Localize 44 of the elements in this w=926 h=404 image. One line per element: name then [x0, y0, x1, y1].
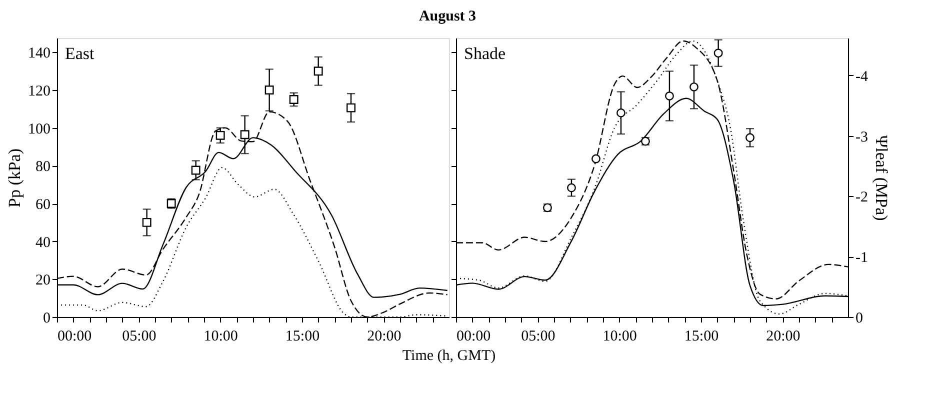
x-tick-label: 10:00	[204, 328, 238, 344]
text: -2	[856, 190, 868, 206]
point	[314, 66, 323, 76]
y-tick-label: 0	[43, 310, 50, 326]
point	[264, 86, 274, 94]
y-tick-label: 20	[36, 272, 50, 289]
annotation: East	[65, 44, 95, 63]
text: 0	[856, 310, 863, 326]
point	[216, 130, 225, 140]
x-tick-label: 15:00	[285, 328, 320, 344]
x-tick-label: 20:00	[367, 328, 402, 344]
point	[665, 92, 674, 100]
y-tick-label: 60	[36, 197, 50, 214]
y2-axis-title: Ψleaf (MPa)	[872, 135, 891, 221]
x-tick-label: 10:00	[602, 328, 637, 344]
point	[714, 48, 723, 58]
y-axis-title: Pp (kPa)	[5, 148, 24, 208]
x-tick-label: 05:00	[521, 328, 556, 344]
x-tick-label: 15:00	[684, 328, 719, 344]
point	[240, 130, 250, 140]
point	[567, 183, 576, 192]
x-tick-label: 00:00	[456, 328, 491, 344]
y-tick-label: 140	[28, 46, 50, 62]
point	[746, 133, 754, 142]
text: -1	[856, 250, 868, 266]
point	[346, 103, 356, 112]
annotation: Shade	[464, 44, 506, 63]
point	[616, 108, 626, 118]
y-tick-label: 40	[36, 234, 50, 251]
point	[142, 218, 152, 227]
x-axis-title: Time (h, GMT)	[402, 348, 496, 364]
y-tick-label: 100	[28, 121, 50, 138]
chart-title: August 3	[418, 8, 476, 24]
point	[690, 82, 698, 92]
y-tick-label: 120	[28, 84, 50, 100]
point	[592, 154, 600, 164]
text: -4	[856, 68, 868, 85]
text: -3	[856, 129, 868, 146]
x-tick-label: 00:00	[58, 328, 92, 344]
point	[191, 166, 200, 175]
x-tick-label: 05:00	[122, 328, 156, 344]
y-tick-label: 80	[36, 159, 50, 176]
point	[289, 95, 298, 104]
x-tick-label: 20:00	[766, 328, 800, 344]
